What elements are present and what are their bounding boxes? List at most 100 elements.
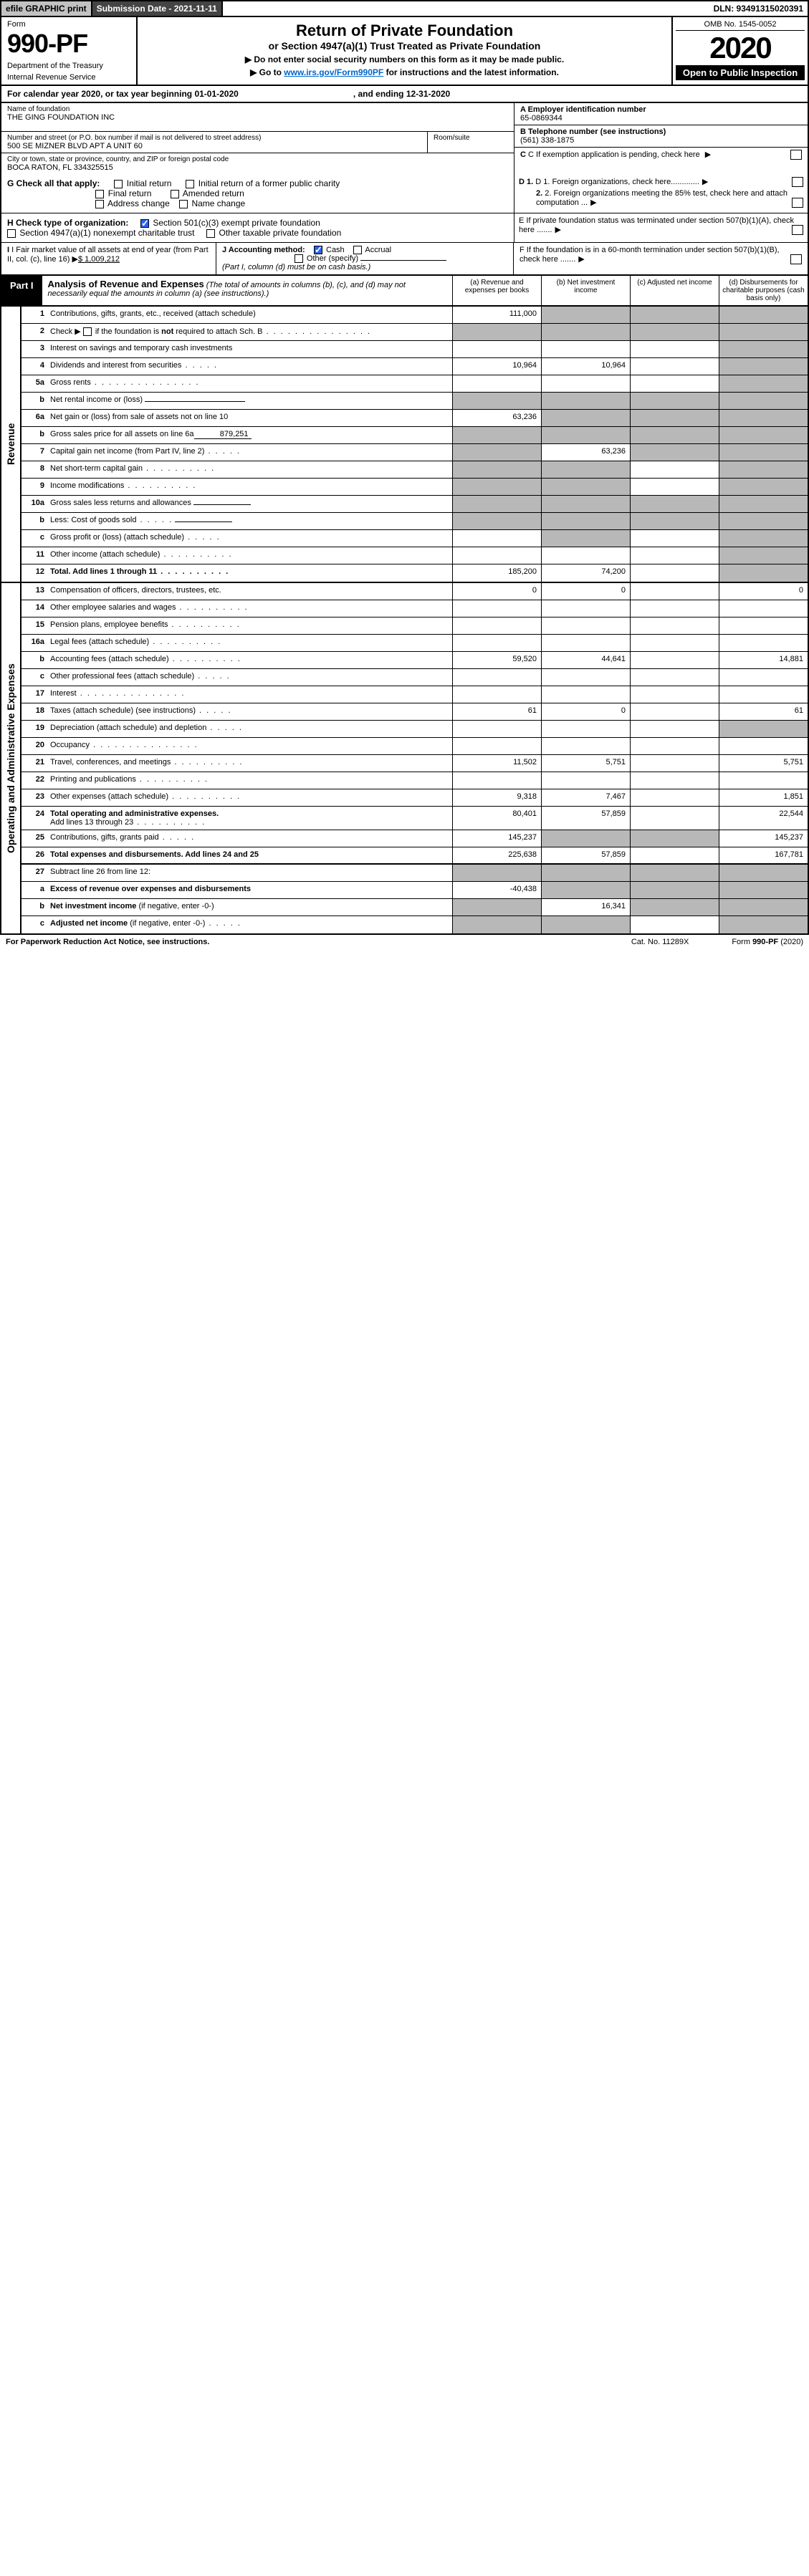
table-row: 17Interest — [21, 686, 808, 703]
checkbox-501c3[interactable] — [140, 219, 149, 228]
form-number: 990-PF — [7, 29, 130, 59]
cal-begin: For calendar year 2020, or tax year begi… — [7, 89, 239, 99]
exemption-label: C If exemption application is pending, c… — [528, 150, 700, 159]
revenue-label: Revenue — [1, 307, 20, 582]
table-row: 9Income modifications — [21, 479, 808, 496]
section-ijf: I I Fair market value of all assets at e… — [0, 243, 809, 276]
phone-value: (561) 338-1875 — [520, 136, 802, 145]
city-value: BOCA RATON, FL 334325515 — [7, 163, 508, 172]
col-c-hdr: (c) Adjusted net income — [630, 276, 719, 305]
omb-number: OMB No. 1545-0052 — [676, 20, 805, 31]
instr-suffix: for instructions and the latest informat… — [383, 67, 559, 77]
name-label: Name of foundation — [7, 105, 508, 113]
col-d-hdr: (d) Disbursements for charitable purpose… — [719, 276, 808, 305]
table-row: 25Contributions, gifts, grants paid145,2… — [21, 830, 808, 847]
tax-year: 2020 — [676, 31, 805, 65]
table-row: aExcess of revenue over expenses and dis… — [21, 882, 808, 899]
checkbox-c[interactable] — [790, 150, 802, 160]
checkbox-other-taxable[interactable] — [206, 229, 215, 238]
part1-desc: Analysis of Revenue and Expenses (The to… — [42, 276, 452, 305]
checkbox-amended[interactable] — [171, 190, 179, 198]
table-row: 23Other expenses (attach schedule)9,3187… — [21, 789, 808, 807]
checkbox-final[interactable] — [95, 190, 104, 198]
header-left: Form 990-PF Department of the Treasury I… — [1, 17, 138, 85]
topbar: efile GRAPHIC print Submission Date - 20… — [0, 0, 809, 17]
table-row: 26Total expenses and disbursements. Add … — [21, 847, 808, 865]
col-a-hdr: (a) Revenue and expenses per books — [452, 276, 541, 305]
checkbox-f[interactable] — [790, 254, 802, 264]
checkbox-address[interactable] — [95, 200, 104, 208]
checkbox-accrual[interactable] — [353, 246, 362, 254]
address-row: Number and street (or P.O. box number if… — [1, 132, 514, 153]
table-row: 6aNet gain or (loss) from sale of assets… — [21, 410, 808, 427]
section-f: F If the foundation is in a 60-month ter… — [514, 243, 808, 274]
checkbox-former[interactable] — [186, 180, 194, 188]
phone-cell: B Telephone number (see instructions) (5… — [514, 125, 808, 148]
revenue-section: Revenue 1Contributions, gifts, grants, e… — [0, 307, 809, 583]
submission-date: Submission Date - 2021-11-11 — [92, 1, 223, 16]
address-label: Number and street (or P.O. box number if… — [7, 134, 421, 142]
ein-cell: A Employer identification number 65-0869… — [514, 103, 808, 125]
table-row: 11Other income (attach schedule) — [21, 547, 808, 564]
checkbox-schb[interactable] — [83, 327, 92, 336]
table-row: 3Interest on savings and temporary cash … — [21, 341, 808, 358]
instr-link-row: ▶ Go to www.irs.gov/Form990PF for instru… — [142, 67, 667, 77]
table-row: 8Net short-term capital gain — [21, 461, 808, 479]
foundation-name: THE GING FOUNDATION INC — [7, 113, 508, 122]
header-right: OMB No. 1545-0052 2020 Open to Public In… — [671, 17, 808, 85]
page-footer: For Paperwork Reduction Act Notice, see … — [0, 935, 809, 949]
checkbox-other-method[interactable] — [295, 254, 303, 263]
dln: DLN: 93491315020391 — [709, 1, 808, 16]
table-row: cOther professional fees (attach schedul… — [21, 669, 808, 686]
h-label: H Check type of organization: — [7, 218, 128, 228]
table-row: bNet rental income or (loss) — [21, 393, 808, 410]
checkbox-d1[interactable] — [792, 177, 803, 187]
phone-label: B Telephone number (see instructions) — [520, 128, 802, 136]
open-public: Open to Public Inspection — [676, 65, 805, 80]
form-subtitle: or Section 4947(a)(1) Trust Treated as P… — [142, 40, 667, 52]
address-value: 500 SE MIZNER BLVD APT A UNIT 60 — [7, 142, 421, 150]
table-row: bGross sales price for all assets on lin… — [21, 427, 808, 444]
table-row: 24Total operating and administrative exp… — [21, 807, 808, 830]
part1-header: Part I Analysis of Revenue and Expenses … — [0, 276, 809, 307]
checkbox-4947[interactable] — [7, 229, 16, 238]
part1-label: Part I — [1, 276, 42, 305]
room-cell: Room/suite — [428, 132, 514, 153]
instr-prefix: ▶ Go to — [250, 67, 284, 77]
opex-label: Operating and Administrative Expenses — [1, 583, 20, 933]
section-d: D 1. D 1. Foreign organizations, check h… — [514, 174, 808, 213]
table-row: bLess: Cost of goods sold — [21, 513, 808, 530]
instr-ssn: ▶ Do not enter social security numbers o… — [142, 54, 667, 64]
table-row: 2Check ▶ if the foundation is not requir… — [21, 324, 808, 341]
calendar-year-row: For calendar year 2020, or tax year begi… — [0, 86, 809, 103]
section-e: E If private foundation status was termi… — [514, 213, 808, 242]
table-row: 10aGross sales less returns and allowanc… — [21, 496, 808, 513]
table-row: bAccounting fees (attach schedule)59,520… — [21, 652, 808, 669]
j-note: (Part I, column (d) must be on cash basi… — [222, 263, 370, 271]
form-title: Return of Private Foundation — [142, 21, 667, 40]
table-row: 1Contributions, gifts, grants, etc., rec… — [21, 307, 808, 324]
paperwork-notice: For Paperwork Reduction Act Notice, see … — [6, 938, 209, 946]
irs-label: Internal Revenue Service — [7, 73, 130, 82]
table-row: 14Other employee salaries and wages — [21, 600, 808, 617]
form-ref: Form 990-PF (2020) — [732, 938, 803, 946]
g-label: G Check all that apply: — [7, 178, 100, 188]
address-cell: Number and street (or P.O. box number if… — [1, 132, 428, 153]
fmv-value: $ 1,009,212 — [78, 255, 120, 264]
header-center: Return of Private Foundation or Section … — [138, 17, 671, 85]
table-row: 22Printing and publications — [21, 772, 808, 789]
section-g: G Check all that apply: Initial return I… — [0, 174, 809, 213]
cal-end: , and ending 12-31-2020 — [353, 89, 450, 99]
city-label: City or town, state or province, country… — [7, 155, 508, 163]
table-row: 13Compensation of officers, directors, t… — [21, 583, 808, 600]
checkbox-initial[interactable] — [114, 180, 123, 188]
irs-link[interactable]: www.irs.gov/Form990PF — [284, 67, 383, 77]
checkbox-name[interactable] — [179, 200, 188, 208]
table-row: 7Capital gain net income (from Part IV, … — [21, 444, 808, 461]
column-headers: (a) Revenue and expenses per books (b) N… — [452, 276, 808, 305]
form-header: Form 990-PF Department of the Treasury I… — [0, 17, 809, 86]
table-row: 18Taxes (attach schedule) (see instructi… — [21, 703, 808, 721]
checkbox-e[interactable] — [792, 225, 803, 235]
checkbox-d2[interactable] — [792, 198, 803, 208]
checkbox-cash[interactable] — [314, 246, 322, 254]
